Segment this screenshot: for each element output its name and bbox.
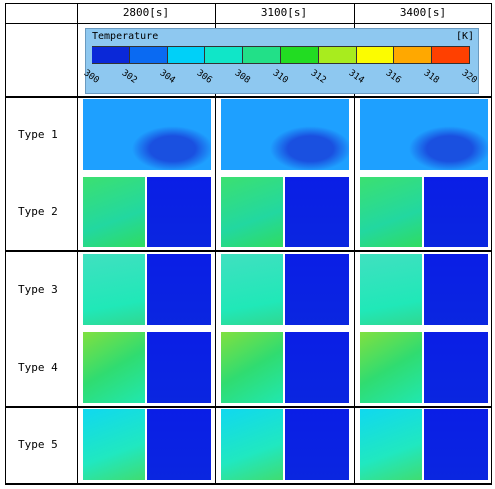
simulation-image xyxy=(424,409,488,480)
simulation-image xyxy=(83,254,145,325)
table-border xyxy=(5,3,6,484)
simulation-image xyxy=(285,254,349,325)
simulation-image xyxy=(360,254,422,325)
colorbar-segment xyxy=(432,46,470,64)
colorbar-segment xyxy=(129,46,168,64)
table-border xyxy=(5,483,492,485)
colorbar-segment xyxy=(205,46,244,64)
simulation-image xyxy=(285,332,349,403)
colorbar-segment xyxy=(394,46,433,64)
simulation-image xyxy=(83,99,211,170)
colorbar-segment xyxy=(281,46,319,64)
colorbar-segment xyxy=(318,46,357,64)
column-header: 2800[s] xyxy=(122,6,170,19)
simulation-image xyxy=(221,409,283,480)
simulation-image xyxy=(360,177,422,247)
colorbar-segment xyxy=(167,46,206,64)
table-border xyxy=(5,96,492,98)
table-border xyxy=(491,3,492,484)
simulation-image xyxy=(83,332,145,403)
row-label: Type 1 xyxy=(18,127,58,141)
colorbar-segment xyxy=(356,46,395,64)
simulation-image xyxy=(424,177,488,247)
row-label: Type 3 xyxy=(18,282,58,296)
simulation-image xyxy=(221,177,283,247)
simulation-image xyxy=(285,409,349,480)
simulation-image xyxy=(424,332,488,403)
row-label: Type 5 xyxy=(18,437,58,451)
simulation-image xyxy=(221,254,283,325)
simulation-image xyxy=(360,99,488,170)
simulation-image xyxy=(83,177,145,247)
simulation-image xyxy=(360,409,422,480)
table-border xyxy=(5,3,492,4)
table-border xyxy=(5,23,492,24)
table-border xyxy=(77,3,78,484)
colorbar-unit: [K] xyxy=(456,31,475,42)
simulation-image xyxy=(147,409,211,480)
simulation-image xyxy=(83,409,145,480)
simulation-image xyxy=(221,99,349,170)
column-header: 3100[s] xyxy=(260,6,308,19)
table-border xyxy=(215,3,216,484)
colorbar-segment xyxy=(243,46,281,64)
table-border xyxy=(5,406,492,408)
simulation-image xyxy=(285,177,349,247)
simulation-image xyxy=(147,254,211,325)
simulation-image xyxy=(147,332,211,403)
simulation-image xyxy=(147,177,211,247)
column-header: 3400[s] xyxy=(399,6,447,19)
colorbar-segment xyxy=(92,46,130,64)
table-border xyxy=(354,3,355,484)
table-border xyxy=(5,250,492,252)
simulation-image xyxy=(221,332,283,403)
colorbar-title: Temperature xyxy=(92,31,159,42)
row-label: Type 4 xyxy=(18,360,58,374)
simulation-image xyxy=(424,254,488,325)
row-label: Type 2 xyxy=(18,205,58,218)
simulation-image xyxy=(360,332,422,403)
